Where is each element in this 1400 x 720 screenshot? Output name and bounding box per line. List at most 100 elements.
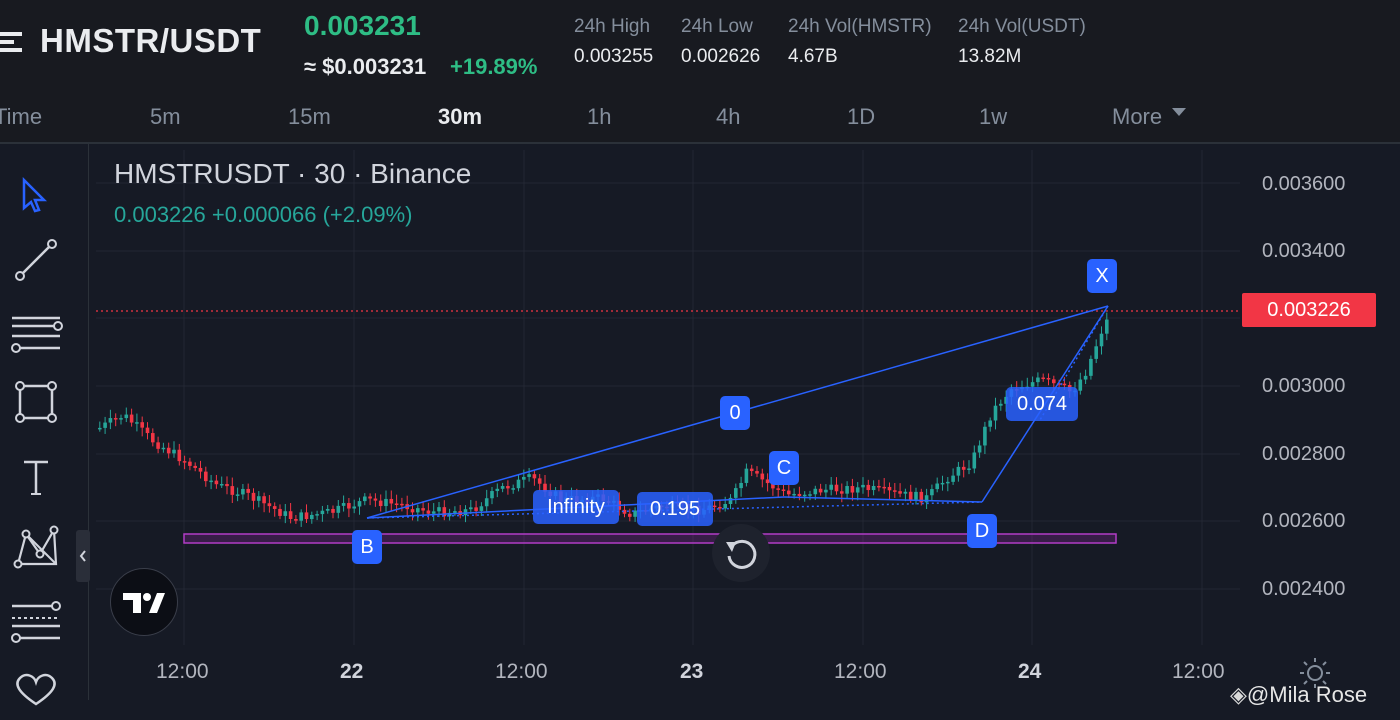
pattern-point-x[interactable]: X: [1087, 259, 1117, 293]
brightness-icon[interactable]: [1298, 656, 1332, 690]
candle: [304, 512, 309, 520]
candle: [384, 498, 388, 507]
binance-logo-icon: ◈: [1230, 682, 1247, 707]
rectangle-icon[interactable]: [8, 374, 64, 430]
pair-title[interactable]: HMSTR/USDT: [40, 22, 262, 59]
candle: [718, 507, 722, 509]
x-axis-label: 24: [1018, 660, 1042, 683]
candle: [532, 474, 537, 479]
tab-1d[interactable]: 1D: [847, 104, 876, 129]
candle: [898, 491, 902, 494]
stat-24h-low-label: 24h Low: [681, 16, 753, 37]
tab-1w[interactable]: 1w: [979, 104, 1008, 129]
fib-retracement-icon[interactable]: [8, 592, 64, 648]
pattern-tool-icon[interactable]: [8, 520, 64, 576]
candle: [479, 506, 484, 511]
watermark: ◈@Mila Rose: [1230, 682, 1367, 708]
pattern-ratio-label[interactable]: 0: [720, 396, 750, 430]
trend-line-icon[interactable]: [8, 232, 64, 288]
candle: [103, 422, 107, 428]
candle: [495, 488, 500, 492]
candle: [999, 403, 1003, 406]
candle: [235, 494, 240, 496]
candle: [315, 514, 319, 516]
candle: [951, 475, 955, 482]
candle: [272, 506, 277, 509]
stat-24h-high-label: 24h High: [574, 16, 651, 37]
drawing-toolbar: [0, 144, 89, 706]
tab-more[interactable]: More: [1112, 104, 1163, 129]
stat-24h-vol-quote-label: 24h Vol(USDT): [958, 16, 1086, 37]
candle: [394, 503, 399, 505]
candle: [765, 479, 770, 484]
x-axis-label: 12:00: [495, 660, 548, 683]
candle: [919, 491, 924, 503]
chart-area[interactable]: [0, 144, 1400, 720]
candle: [813, 488, 818, 495]
toolbar-collapse-handle[interactable]: [76, 530, 90, 582]
pattern-ratio-label[interactable]: Infinity: [533, 490, 619, 524]
tab-4h[interactable]: 4h: [716, 104, 741, 129]
stat-24h-high-value: 0.003255: [574, 46, 654, 67]
candle: [1083, 375, 1088, 380]
candle: [537, 478, 542, 484]
candle: [188, 461, 192, 466]
candle: [278, 508, 282, 516]
x-axis-label: 12:00: [834, 660, 887, 683]
x-axis-label: 12:00: [1172, 660, 1225, 683]
candle: [776, 488, 780, 490]
candle: [977, 445, 982, 453]
candle: [1089, 358, 1093, 376]
candle: [506, 486, 510, 489]
candle: [1057, 383, 1061, 385]
tab-15m[interactable]: 15m: [288, 104, 331, 129]
candle: [230, 486, 235, 495]
candle: [336, 505, 341, 513]
candle: [198, 467, 203, 472]
tab-time[interactable]: Time: [0, 104, 43, 129]
candle: [818, 488, 823, 493]
candle: [177, 449, 182, 462]
pattern-line-c-d: [783, 496, 983, 503]
menu-icon[interactable]: [0, 26, 26, 58]
candle: [834, 484, 839, 492]
caret-down-icon[interactable]: [1172, 108, 1186, 116]
candle: [988, 420, 992, 427]
candle: [119, 418, 123, 420]
candle: [887, 486, 892, 491]
candle: [368, 496, 372, 499]
tab-5m[interactable]: 5m: [150, 104, 181, 129]
candle: [124, 414, 129, 419]
candle: [161, 447, 166, 450]
candle: [426, 510, 431, 514]
favorites-heart-icon[interactable]: [8, 660, 64, 716]
pattern-point-d[interactable]: D: [967, 514, 997, 548]
stat-24h-vol-quote-value: 13.82M: [958, 46, 1022, 67]
watermark-text: @Mila Rose: [1246, 682, 1368, 707]
pattern-point-b[interactable]: B: [352, 530, 382, 564]
pattern-ratio-label[interactable]: 0.195: [637, 492, 713, 526]
candle: [347, 503, 351, 509]
cursor-icon[interactable]: [8, 166, 64, 222]
candle: [241, 488, 245, 495]
candle: [373, 498, 378, 501]
reset-icon: [726, 539, 757, 569]
candle: [824, 489, 828, 493]
candle: [633, 510, 637, 517]
candle: [522, 476, 526, 480]
pattern-point-c[interactable]: C: [769, 451, 799, 485]
tab-1h[interactable]: 1h: [587, 104, 612, 129]
pattern-ratio-label[interactable]: 0.074: [1006, 387, 1078, 421]
candle: [1046, 377, 1051, 380]
candle: [983, 426, 987, 446]
reset-chart-button[interactable]: [712, 524, 770, 582]
candle: [219, 484, 224, 486]
current-price-tag: 0.003226: [1242, 293, 1376, 327]
tab-30m[interactable]: 30m: [438, 104, 483, 129]
text-icon[interactable]: [8, 448, 64, 504]
tradingview-logo[interactable]: [110, 568, 178, 636]
parallel-lines-icon[interactable]: [8, 304, 64, 360]
candle: [474, 507, 478, 511]
candle: [935, 483, 939, 490]
